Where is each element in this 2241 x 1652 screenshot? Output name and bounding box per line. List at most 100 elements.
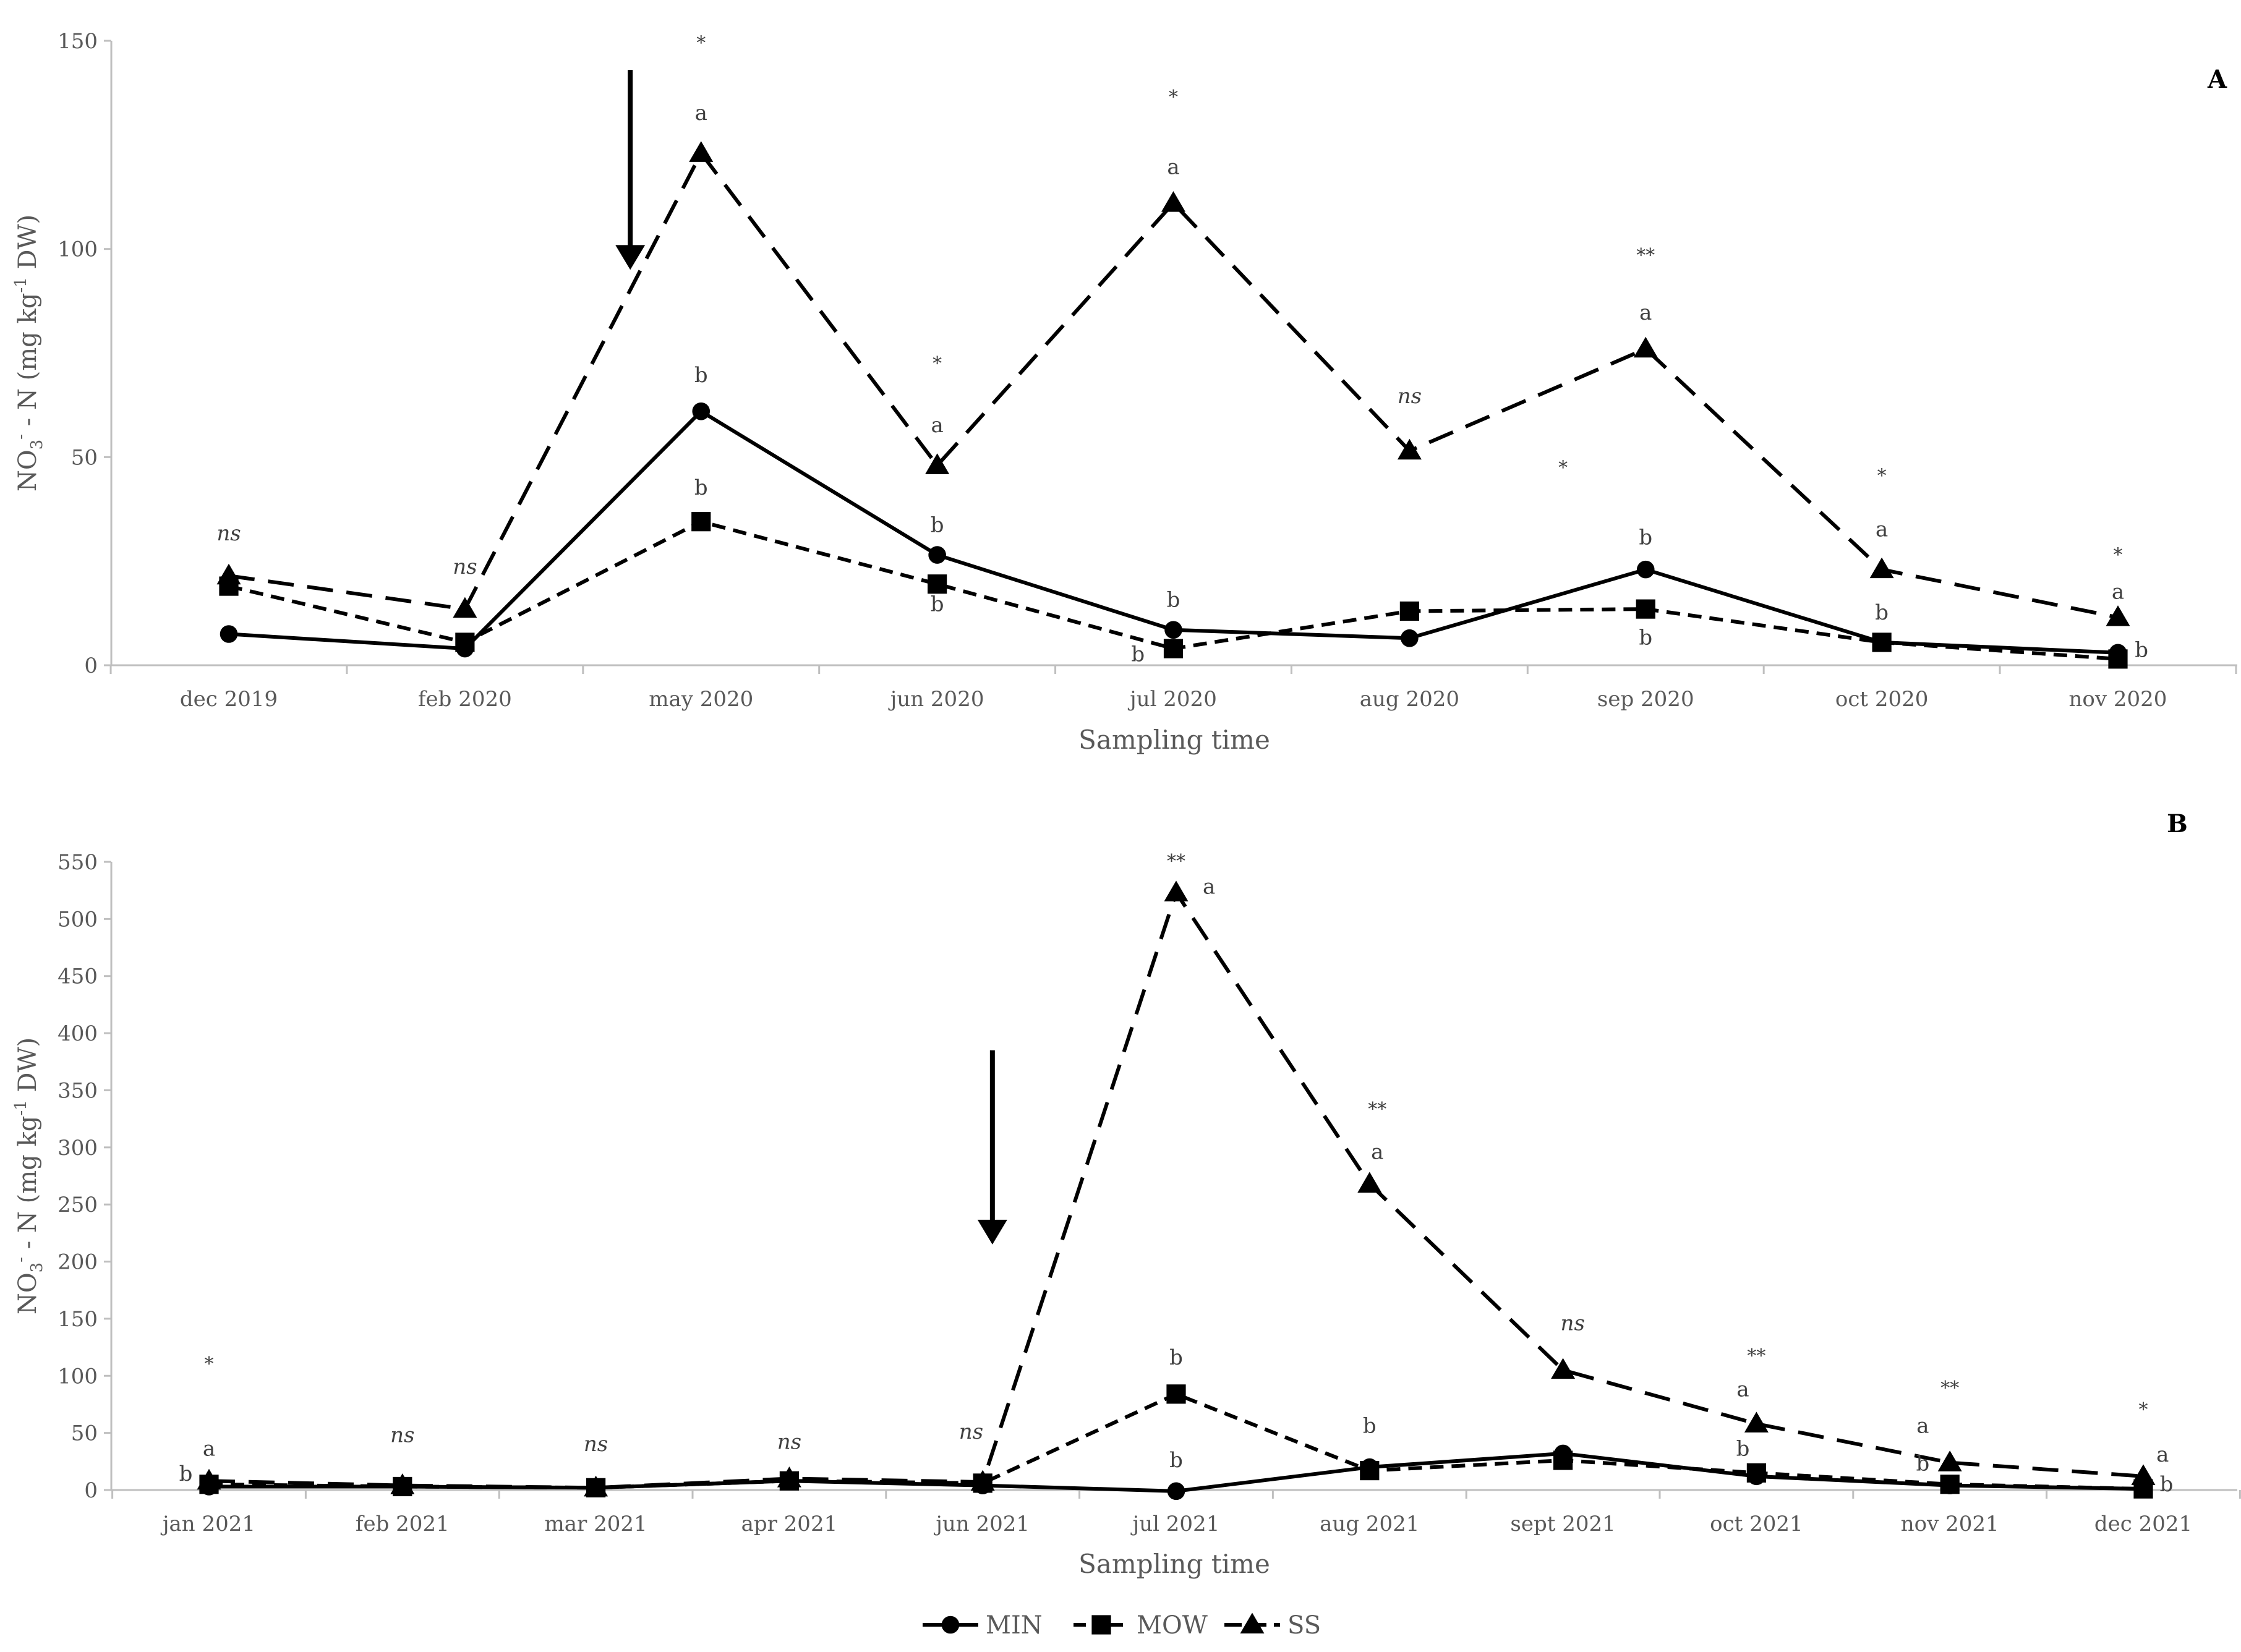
ylabel-part: - N (mg kg	[14, 1116, 42, 1257]
panel-b-y-tick-label: 200	[58, 1250, 98, 1275]
panel-b-x-tick-label: jan 2021	[160, 1512, 255, 1536]
panel-a-point-ss	[1397, 438, 1422, 460]
panel-a-point-ss	[453, 597, 477, 618]
panel-b-point-mow	[1166, 1384, 1186, 1404]
panel-b-x-tick-label: sept 2021	[1510, 1512, 1615, 1536]
ylabel-superscript: -	[12, 434, 30, 440]
ylabel-part: DW)	[14, 1037, 42, 1101]
panel-a-point-mow	[928, 574, 947, 594]
panel-b-y-tick-label: 500	[58, 907, 98, 932]
panel-b-significance-label: a	[1371, 1139, 1383, 1164]
panel-a-point-min	[220, 625, 238, 643]
panel-b-point-ss	[970, 1470, 995, 1491]
panel-a-significance-label: b	[1167, 588, 1180, 613]
panel-a-significance-label: a	[931, 413, 943, 438]
panel-a-significance-label: a	[1639, 300, 1652, 325]
panel-b-y-tick-label: 250	[58, 1193, 98, 1217]
panel-b-point-mow	[1746, 1463, 1766, 1483]
panel-b-y-axis-title: NO3- - N (mg kg-1 DW)	[12, 1037, 46, 1314]
panel-a-y-tick-label: 0	[84, 654, 98, 678]
panel-a-point-min	[928, 546, 946, 564]
panel-b-x-tick-label: feb 2021	[356, 1512, 450, 1536]
panel-b-series	[197, 880, 2156, 1501]
panel-a-y-tick-label: 50	[71, 445, 98, 470]
panel-a-significance-label: b	[931, 513, 944, 538]
panel-b-point-mow	[1940, 1475, 1960, 1494]
panel-a-point-min	[1636, 560, 1655, 579]
legend-marker-min	[941, 1616, 960, 1634]
panel-a-significance-label: b	[931, 592, 944, 616]
panel-a-x-tick-label: nov 2020	[2069, 687, 2167, 712]
panel-b-significance-label: a	[1736, 1377, 1749, 1402]
panel-a-point-ss	[1633, 336, 1658, 358]
panel-a-significance-label: ns	[216, 521, 241, 546]
panel-a-significance-label: b	[2135, 638, 2148, 663]
panel-a-significance-label: b	[694, 475, 708, 500]
panel-b-y-tick-label: 400	[58, 1021, 98, 1046]
panel-a-significance-label: a	[1876, 517, 1888, 542]
panel-b-significance-label: ns	[777, 1429, 801, 1454]
panel-b-significance-label: ns	[390, 1423, 414, 1447]
panel-b-significance-label: **	[1747, 1345, 1765, 1367]
panel-b: 0 50 100 150 200 250 300 350 400 450 500 550 jan 202…	[12, 809, 2241, 1579]
panel-a-significance-label: *	[1877, 466, 1887, 487]
panel-b-significance-label: ns	[959, 1420, 983, 1444]
panel-b-x-axis-title: Sampling time	[1078, 1549, 1270, 1579]
panel-a-significance-label: ns	[453, 555, 477, 579]
panel-b-significance-label: **	[1167, 851, 1185, 872]
panel-a-arrowhead-icon	[615, 245, 646, 270]
panel-b-significance-label: a	[1203, 875, 1215, 900]
panel-a-series	[216, 141, 2130, 669]
panel-a-point-ss	[1869, 557, 1894, 579]
panel-a-x-tick-label: jul 2020	[1127, 687, 1217, 712]
panel-b-x-tick-label: aug 2021	[1320, 1512, 1419, 1536]
panel-a-significance-label: *	[2114, 545, 2123, 566]
panel-a-point-ss	[2106, 605, 2130, 626]
panel-b-label: B	[2167, 809, 2188, 838]
panel-a-significance-label: a	[695, 101, 707, 126]
panel-a-significance-label: b	[1131, 642, 1145, 666]
panel-b-significance-label: b	[1916, 1452, 1930, 1476]
panel-a-axes: 0 50 100 150 dec 2019 feb 2020 may 2020 jun 202…	[58, 29, 2237, 712]
panel-a-x-tick-label: sep 2020	[1597, 687, 1694, 712]
panel-a-series-line-ss	[228, 151, 2119, 620]
legend-marker-ss	[1240, 1612, 1265, 1634]
panel-a-significance-label: *	[1558, 457, 1568, 479]
panel-a-point-mow	[1399, 601, 1419, 621]
panel-b-x-tick-label: apr 2021	[741, 1512, 838, 1536]
panel-b-y-tick-label: 550	[58, 850, 98, 875]
panel-b-y-tick-label: 450	[58, 964, 98, 989]
panel-a-point-ss	[689, 141, 714, 162]
panel-b-significance-label: b	[1736, 1437, 1750, 1462]
panel-a-x-tick-label: oct 2020	[1835, 687, 1929, 712]
panel-a-point-mow	[1163, 639, 1184, 658]
panel-b-axes: 0 50 100 150 200 250 300 350 400 450 500 550 jan 202…	[58, 850, 2241, 1536]
panel-b-point-ss	[2131, 1464, 2156, 1485]
panel-a-significance-label: a	[1167, 155, 1179, 179]
panel-b-x-tick-label: oct 2021	[1710, 1512, 1803, 1536]
panel-b-point-ss	[1744, 1411, 1769, 1433]
panel-a-significance-label: b	[694, 363, 708, 388]
panel-b-y-tick-label: 100	[58, 1364, 98, 1389]
panel-a-point-mow	[691, 512, 711, 532]
panel-a-point-ss	[216, 563, 241, 585]
panel-a: 0 50 100 150 dec 2019 feb 2020 may 2020 jun 202…	[12, 29, 2237, 755]
panel-a-point-mow	[455, 632, 475, 652]
panel-a-point-mow	[2108, 649, 2128, 669]
legend-label-ss: SS	[1287, 1611, 1321, 1640]
panel-a-label: A	[2207, 65, 2227, 94]
panel-b-point-ss	[1357, 1172, 1382, 1193]
panel-a-y-tick-label: 150	[58, 29, 98, 54]
panel-a-x-tick-label: may 2020	[649, 687, 753, 712]
panel-b-point-min	[1167, 1482, 1185, 1501]
panel-b-significance-label: ns	[584, 1432, 608, 1457]
panel-b-significance-label: **	[1368, 1099, 1386, 1120]
ylabel-part: - N (mg kg	[14, 293, 42, 434]
panel-b-x-tick-label: nov 2021	[1901, 1512, 1999, 1536]
panel-a-significance-label: **	[1636, 245, 1655, 266]
panel-b-significance-label: a	[203, 1437, 215, 1462]
panel-b-point-ss	[1164, 880, 1189, 901]
panel-a-series-line-min	[228, 409, 2119, 655]
